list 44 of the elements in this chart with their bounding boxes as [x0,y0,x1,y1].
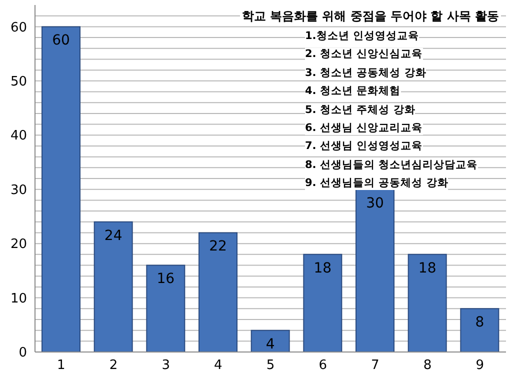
data-label: 30 [366,195,384,212]
x-tick-label: 1 [57,358,66,374]
annotation: 8. 선생님들의 청소년심리상담교육 [305,158,478,172]
x-tick-label: 6 [318,358,327,374]
y-tick-label: 0 [18,346,27,361]
y-tick-label: 30 [10,182,27,198]
x-tick-label: 2 [109,358,118,374]
y-tick-label: 20 [10,237,27,252]
annotation: 1.청소년 인성영성교육 [305,30,419,43]
bar [42,26,80,352]
bar [303,254,342,352]
annotation: 5. 청소년 주체성 강화 [305,104,416,117]
bar [198,232,238,352]
data-label: 22 [209,238,227,255]
data-label: 8 [475,314,484,331]
x-tick-label: 8 [423,358,432,374]
bar [408,254,447,352]
x-tick-label: 3 [162,358,170,374]
bar [250,330,290,352]
y-tick-label: 60 [10,20,27,36]
bar [146,264,186,352]
annotation: 6. 선생님 신앙교리교육 [305,122,423,135]
x-tick-label: 4 [214,358,222,374]
y-tick-label: 10 [10,291,27,306]
chart-title: 학교 복음화를 위해 중점을 두어야 할 사목 활동 [240,8,501,25]
x-tick-label: 5 [266,358,275,374]
annotation: 4. 청소년 문화체험 [305,85,401,98]
y-tick-label: 40 [10,128,27,144]
data-label: 18 [418,260,436,276]
bar [94,221,133,352]
data-label: 16 [156,271,175,288]
y-tick-label: 50 [10,74,27,90]
annotation: 9. 선생님들의 공동체성 강화 [305,177,448,190]
data-label: 18 [314,260,332,276]
data-label: 24 [104,228,122,244]
bar [356,188,394,352]
annotation: 3. 청소년 공동체성 강화 [305,66,426,80]
data-label: 4 [266,336,275,352]
data-label: 60 [52,32,70,49]
x-tick-label: 9 [476,358,484,374]
x-tick-label: 7 [371,358,380,374]
annotation: 2. 청소년 신앙신심교육 [305,48,423,62]
annotation: 7. 선생님 인성영성교육 [305,140,423,154]
bar [460,308,500,352]
